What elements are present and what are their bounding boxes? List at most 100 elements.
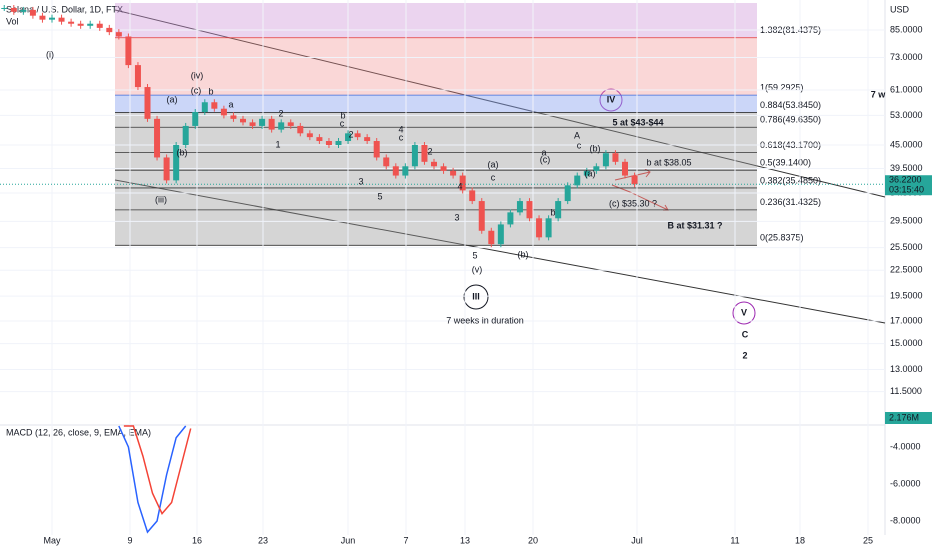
wave-label: (c) $35.30 ? <box>609 198 657 208</box>
wave-label: IV <box>607 94 616 104</box>
currency: USD <box>890 4 910 14</box>
candle <box>259 118 266 126</box>
wave-label: B at $31.31 ? <box>667 220 722 230</box>
countdown: 03:15:40 <box>889 185 924 195</box>
fib-label: 0(25.8375) <box>760 233 804 243</box>
candle <box>268 118 275 130</box>
price-tick: 25.5000 <box>890 242 923 252</box>
wave-label: (iii) <box>155 194 167 204</box>
price-tag-text: 36.2200 <box>889 175 922 185</box>
candle <box>564 185 571 202</box>
wave-label: (b) <box>590 143 601 153</box>
price-tick: 39.5000 <box>890 163 923 173</box>
price-tick: 15.0000 <box>890 338 923 348</box>
wave-label: 2 <box>742 350 747 360</box>
wave-label: a <box>541 147 546 157</box>
date-tick: 16 <box>192 535 202 545</box>
candle <box>545 218 552 238</box>
wave-label: (a) <box>167 94 178 104</box>
candle <box>58 17 65 22</box>
wave-label: 7 weeks in duration <box>446 315 524 325</box>
candle <box>325 141 332 145</box>
price-tick: 11.5000 <box>890 386 922 396</box>
symbol: Solana / U.S. Dollar, 1D, FTX <box>6 4 123 14</box>
fib-label: 1(59.2925) <box>760 82 804 92</box>
candle <box>87 23 94 26</box>
candle <box>497 224 504 245</box>
fib-zone <box>115 95 757 113</box>
date-tick: 23 <box>258 535 268 545</box>
date-tick: Jun <box>341 535 356 545</box>
wave-label: b <box>208 86 213 96</box>
trendline <box>114 9 886 198</box>
wave-label: b at $38.05 <box>646 157 691 167</box>
wave-label: (a) <box>488 159 499 169</box>
fib-zone <box>115 187 757 210</box>
price-tick: 73.0000 <box>890 52 923 62</box>
volume-tag-text: 2.176M <box>889 412 919 422</box>
wave-label: (iv) <box>191 70 204 80</box>
wave-label: c <box>399 132 404 142</box>
wave-label: C <box>742 329 749 339</box>
candle <box>373 141 380 158</box>
volume-label: Vol <box>6 16 19 26</box>
date-tick: 9 <box>127 535 132 545</box>
candle <box>297 125 304 134</box>
candle <box>173 144 180 181</box>
wave-label: 7 w <box>871 89 887 99</box>
wave-label: (i) <box>46 49 54 59</box>
date-tick: 13 <box>460 535 470 545</box>
date-tick: 11 <box>730 535 739 545</box>
price-tick: 17.0000 <box>890 315 923 325</box>
candle <box>211 102 218 109</box>
candle <box>583 170 590 176</box>
candle <box>240 118 246 123</box>
candle <box>488 230 495 245</box>
wave-label: (c) <box>540 154 551 164</box>
fib-label: 0.236(31.4325) <box>760 197 821 207</box>
candle <box>622 161 628 176</box>
candle <box>354 133 361 138</box>
candle <box>96 23 103 28</box>
fib-zone <box>115 3 757 38</box>
wave-label: 2 <box>278 108 283 118</box>
price-tick: 22.5000 <box>890 265 923 275</box>
fib-zone <box>115 112 757 128</box>
candle <box>220 108 227 116</box>
macd-title: MACD (12, 26, close, 9, EMA, EMA) <box>6 427 151 437</box>
candle <box>163 157 170 181</box>
candle <box>20 9 27 12</box>
candle <box>631 175 638 185</box>
candle <box>39 15 46 20</box>
wave-label: (c) <box>191 85 202 95</box>
candle <box>68 21 75 24</box>
fib-label: 0.786(49.6350) <box>760 115 821 125</box>
wave-label: (v) <box>472 264 483 274</box>
price-tick: 13.0000 <box>890 364 923 374</box>
price-tag <box>885 175 932 196</box>
wave-label: (a) <box>585 168 596 178</box>
candle <box>201 102 208 113</box>
candle <box>77 23 84 26</box>
candle <box>345 133 352 142</box>
fib-zone <box>115 37 757 96</box>
wave-label: c <box>491 172 496 182</box>
candle <box>555 201 562 219</box>
wave-label: c <box>340 118 345 128</box>
candle <box>287 122 294 126</box>
date-tick: 18 <box>795 535 805 545</box>
wave-label: V <box>741 307 747 317</box>
candle <box>402 166 409 176</box>
candle <box>106 27 113 33</box>
wave-circle <box>732 301 756 325</box>
candle <box>278 122 285 130</box>
candle <box>516 201 523 213</box>
date-tick: 20 <box>528 535 538 545</box>
wave-circle <box>599 88 623 112</box>
candle <box>316 137 323 142</box>
wave-label: 5 at $43-$44 <box>612 117 663 127</box>
candle <box>335 141 342 145</box>
wave-circle <box>463 284 489 310</box>
